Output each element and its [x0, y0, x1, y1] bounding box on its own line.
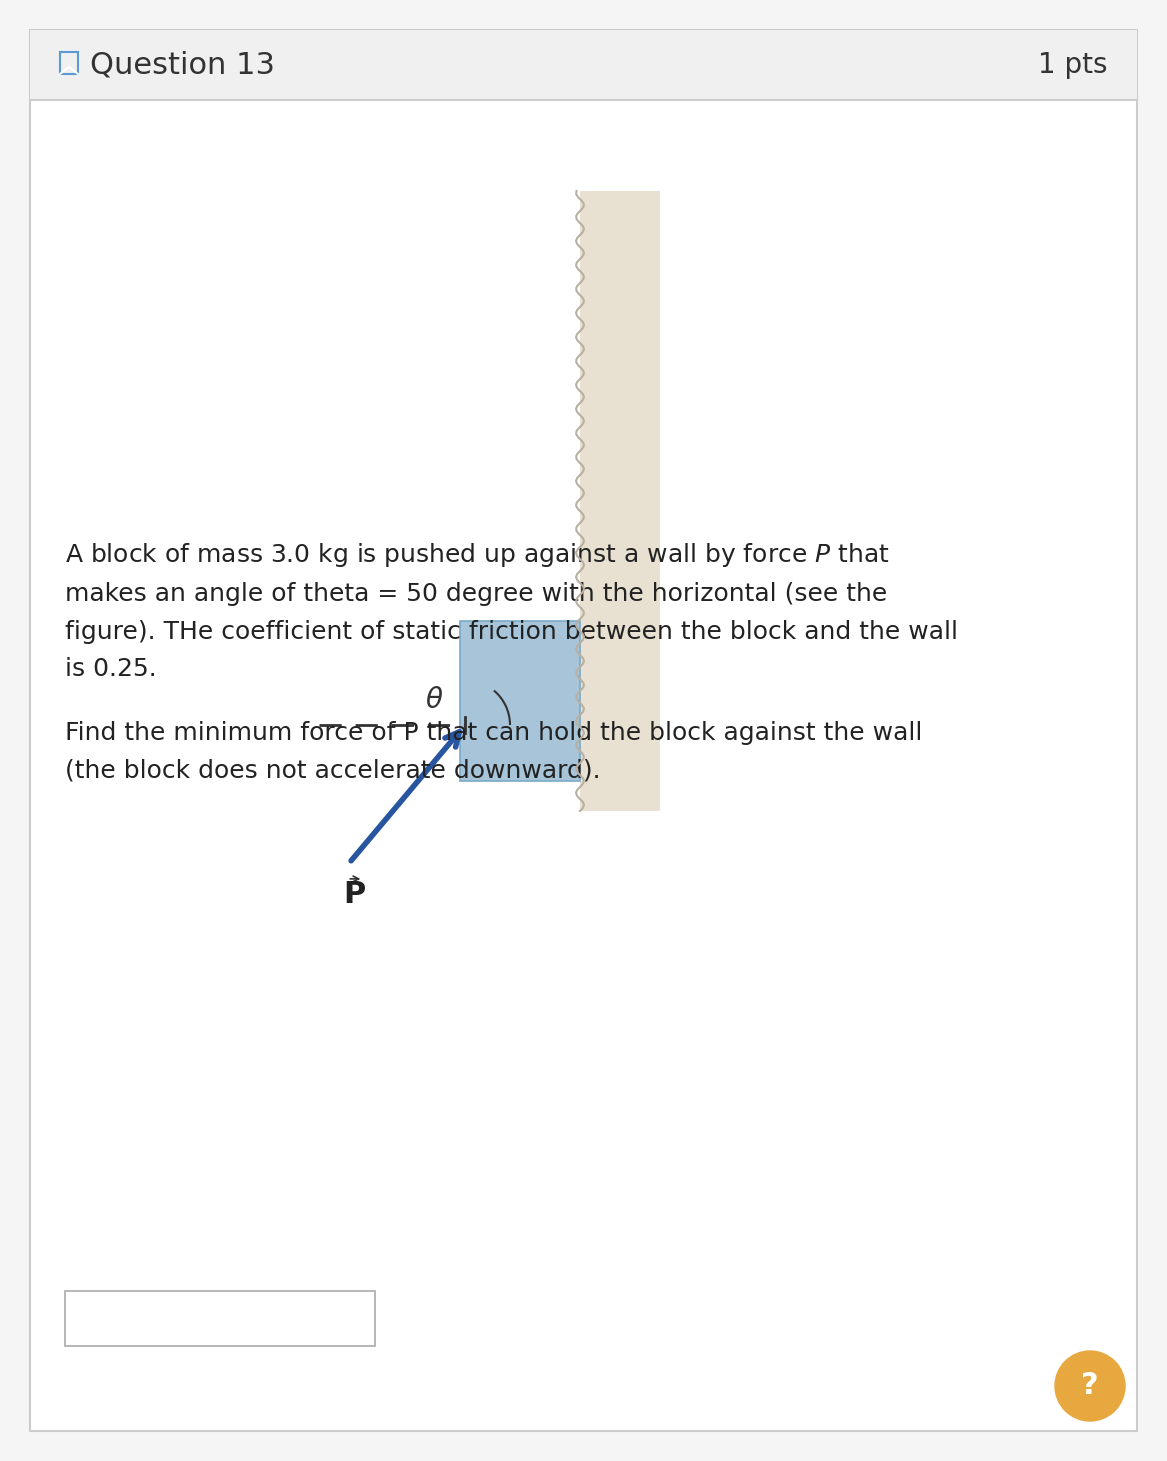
FancyBboxPatch shape: [65, 1292, 375, 1346]
Text: Find the minimum force of P that can hold the block against the wall
(the block : Find the minimum force of P that can hol…: [65, 720, 922, 782]
Text: θ: θ: [425, 687, 442, 714]
Circle shape: [1055, 1351, 1125, 1422]
FancyBboxPatch shape: [580, 191, 661, 811]
Text: ?: ?: [1081, 1372, 1099, 1401]
Text: Question 13: Question 13: [90, 51, 275, 79]
Text: 1 pts: 1 pts: [1037, 51, 1107, 79]
FancyBboxPatch shape: [460, 621, 580, 782]
FancyBboxPatch shape: [30, 31, 1137, 1430]
FancyBboxPatch shape: [30, 31, 1137, 99]
Text: A block of mass 3.0 kg is pushed up against a wall by force $\it{P}$ that
makes : A block of mass 3.0 kg is pushed up agai…: [65, 541, 958, 681]
Text: P: P: [343, 881, 365, 909]
